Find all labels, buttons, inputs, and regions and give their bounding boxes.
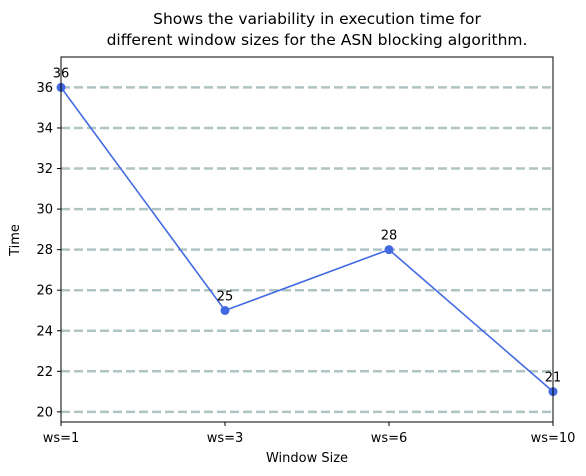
plot-frame bbox=[60, 56, 554, 423]
series-polyline bbox=[60, 86, 554, 393]
x-tick-label: ws=1 bbox=[43, 431, 80, 446]
y-tick-label: 20 bbox=[36, 405, 53, 420]
data-point bbox=[384, 245, 394, 255]
y-tick-label: 24 bbox=[36, 324, 53, 339]
y-axis: 20 22 24 26 28 30 32 34 36 bbox=[36, 81, 61, 420]
x-tick-label: ws=10 bbox=[531, 431, 576, 446]
data-label: 28 bbox=[381, 229, 398, 244]
x-axis-label: Window Size bbox=[266, 451, 348, 466]
y-tick-label: 36 bbox=[36, 81, 53, 96]
y-tick-label: 28 bbox=[36, 243, 53, 258]
y-tick-label: 34 bbox=[36, 121, 53, 136]
data-label: 25 bbox=[217, 289, 234, 304]
x-tick-label: ws=6 bbox=[371, 431, 408, 446]
y-tick-label: 30 bbox=[36, 203, 53, 218]
y-tick-label: 22 bbox=[36, 365, 53, 380]
chart-title-line-2: different window sizes for the ASN block… bbox=[107, 31, 528, 49]
y-axis-label: Time bbox=[8, 224, 23, 257]
chart-title-line-1: Shows the variability in execution time … bbox=[153, 10, 481, 28]
data-point bbox=[220, 305, 230, 315]
y-tick-label: 32 bbox=[36, 162, 53, 177]
grid-lines bbox=[61, 86, 553, 414]
x-axis: ws=1 ws=3 ws=6 ws=10 bbox=[43, 422, 576, 446]
x-tick-label: ws=3 bbox=[207, 431, 244, 446]
y-tick-label: 26 bbox=[36, 284, 53, 299]
chart-title: Shows the variability in execution time … bbox=[107, 10, 528, 49]
